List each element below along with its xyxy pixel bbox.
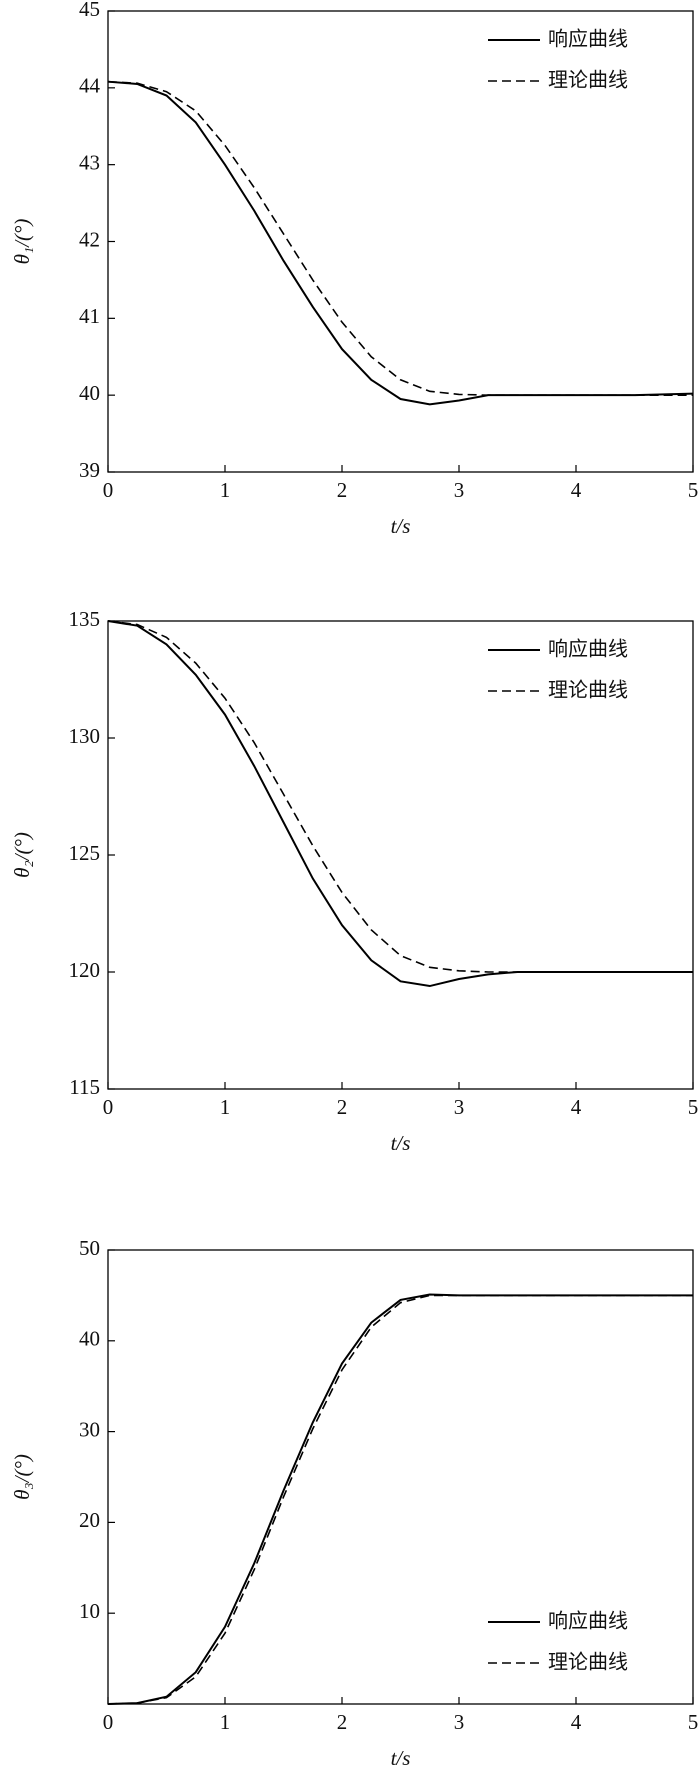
y-tick-label: 120 <box>69 958 101 982</box>
y-tick-label: 40 <box>79 1327 100 1351</box>
x-tick-label: 4 <box>571 1710 582 1734</box>
x-tick-label: 3 <box>454 478 465 502</box>
x-tick-label: 4 <box>571 1095 582 1119</box>
x-axis-label: t/s <box>391 1746 411 1770</box>
x-tick-label: 5 <box>688 478 699 502</box>
x-tick-label: 2 <box>337 1095 348 1119</box>
data-line <box>107 620 693 973</box>
y-tick-label: 43 <box>79 150 100 174</box>
data-line <box>107 620 693 988</box>
x-tick-label: 3 <box>454 1095 465 1119</box>
y-tick-label: 20 <box>79 1508 100 1532</box>
x-tick-label: 0 <box>103 1710 114 1734</box>
x-tick-label: 1 <box>220 1095 231 1119</box>
legend-label: 响应曲线 <box>548 27 628 51</box>
data-line <box>107 1293 693 1705</box>
data-line <box>107 1294 693 1705</box>
x-tick-label: 5 <box>688 1710 699 1734</box>
x-tick-label: 3 <box>454 1710 465 1734</box>
y-axis-label: θ₁/(°) <box>10 219 34 265</box>
y-tick-label: 45 <box>79 0 100 21</box>
y-tick-label: 42 <box>79 227 100 251</box>
x-axis-label: t/s <box>391 514 411 538</box>
y-axis-label: θ₂/(°) <box>10 832 34 878</box>
y-tick-label: 130 <box>69 724 101 748</box>
x-tick-label: 0 <box>103 1095 114 1119</box>
plot-frame <box>107 1249 694 1705</box>
y-tick-label: 135 <box>69 607 101 631</box>
x-tick-label: 5 <box>688 1095 699 1119</box>
y-tick-label: 41 <box>79 304 100 328</box>
data-line <box>107 80 694 406</box>
y-tick-label: 10 <box>79 1599 100 1623</box>
x-tick-label: 2 <box>337 1710 348 1734</box>
x-tick-label: 0 <box>103 478 114 502</box>
x-tick-label: 1 <box>220 1710 231 1734</box>
x-tick-label: 2 <box>337 478 348 502</box>
data-line <box>107 80 693 396</box>
x-tick-label: 1 <box>220 478 231 502</box>
x-axis-label: t/s <box>391 1131 411 1155</box>
y-tick-label: 39 <box>79 458 100 482</box>
y-tick-label: 50 <box>79 1236 100 1260</box>
y-tick-label: 115 <box>69 1075 100 1099</box>
y-tick-label: 44 <box>79 74 101 98</box>
legend-label: 理论曲线 <box>548 678 628 702</box>
legend-label: 响应曲线 <box>548 637 628 661</box>
legend-label: 理论曲线 <box>548 1650 628 1674</box>
y-tick-label: 30 <box>79 1417 100 1441</box>
x-tick-label: 4 <box>571 478 582 502</box>
legend-label: 理论曲线 <box>548 68 628 92</box>
legend-label: 响应曲线 <box>548 1609 628 1633</box>
y-axis-label: θ₃/(°) <box>10 1454 34 1500</box>
y-tick-label: 125 <box>69 841 101 865</box>
y-tick-label: 40 <box>79 381 100 405</box>
